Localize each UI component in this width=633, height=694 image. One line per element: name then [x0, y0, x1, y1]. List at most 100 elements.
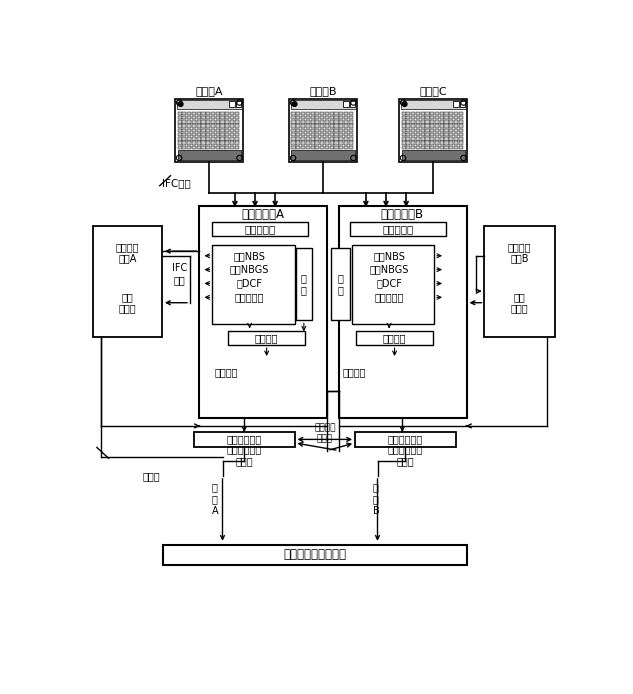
Bar — [220, 137, 225, 141]
Bar — [454, 120, 458, 124]
Text: 重合NBGS: 重合NBGS — [370, 264, 409, 275]
Bar — [315, 128, 320, 132]
Bar — [220, 146, 225, 149]
Bar — [325, 112, 329, 115]
Bar — [444, 120, 449, 124]
Bar — [420, 146, 425, 149]
Bar — [430, 116, 434, 119]
Bar — [197, 133, 201, 137]
Text: 冗余切换模块: 冗余切换模块 — [388, 434, 423, 444]
Bar — [291, 133, 296, 137]
Bar — [325, 133, 329, 137]
Bar — [311, 116, 315, 119]
Bar — [291, 112, 296, 115]
Bar — [216, 112, 220, 115]
Bar — [416, 146, 420, 149]
Text: 跳
闸: 跳 闸 — [337, 273, 343, 295]
Bar — [411, 142, 415, 145]
Bar — [182, 137, 187, 141]
Bar — [459, 133, 463, 137]
Bar — [406, 116, 410, 119]
Bar — [420, 142, 425, 145]
Bar — [220, 120, 225, 124]
Text: 锁定
断路器: 锁定 断路器 — [511, 292, 529, 314]
Bar — [420, 137, 425, 141]
Bar — [344, 116, 348, 119]
Text: 跳
闸
A: 跳 闸 A — [211, 482, 218, 516]
Bar — [213, 245, 294, 323]
Bar — [351, 101, 355, 107]
Text: 锁定
断路器: 锁定 断路器 — [119, 292, 136, 314]
Bar — [177, 133, 182, 137]
Bar — [201, 112, 206, 115]
Bar — [228, 331, 306, 345]
Bar — [291, 128, 296, 132]
Bar — [211, 133, 215, 137]
Bar — [401, 112, 406, 115]
Bar — [201, 124, 206, 128]
Bar — [291, 100, 356, 110]
Bar — [291, 120, 296, 124]
Bar — [454, 112, 458, 115]
Bar — [93, 226, 162, 337]
Bar — [177, 142, 182, 145]
Bar — [220, 133, 225, 137]
Bar — [311, 133, 315, 137]
Bar — [306, 112, 310, 115]
Bar — [449, 116, 453, 119]
Bar — [235, 112, 239, 115]
Bar — [444, 133, 449, 137]
Bar — [192, 116, 196, 119]
Bar — [459, 146, 463, 149]
Bar — [301, 128, 305, 132]
Bar — [411, 116, 415, 119]
Bar — [296, 248, 311, 321]
Bar — [344, 128, 348, 132]
Bar — [216, 120, 220, 124]
Bar — [182, 128, 187, 132]
Bar — [349, 112, 353, 115]
Bar — [444, 142, 449, 145]
Bar — [211, 120, 215, 124]
Bar — [435, 120, 439, 124]
Bar — [425, 120, 430, 124]
Bar — [401, 133, 406, 137]
Bar — [225, 112, 229, 115]
Bar — [325, 142, 329, 145]
Bar — [192, 112, 196, 115]
Bar — [330, 120, 334, 124]
Bar — [444, 124, 449, 128]
Bar — [444, 112, 449, 115]
Bar — [449, 137, 453, 141]
Bar — [339, 146, 343, 149]
Bar — [192, 128, 196, 132]
Bar — [187, 128, 191, 132]
Bar — [206, 133, 210, 137]
Bar — [229, 101, 235, 107]
Bar — [230, 133, 234, 137]
Text: 软件三取二: 软件三取二 — [382, 223, 413, 234]
Bar — [440, 124, 444, 128]
Bar — [459, 124, 463, 128]
Bar — [177, 116, 182, 119]
Bar — [416, 124, 420, 128]
Bar — [411, 146, 415, 149]
Bar — [315, 120, 320, 124]
Bar — [406, 112, 410, 115]
Bar — [344, 112, 348, 115]
Bar — [206, 146, 210, 149]
Bar — [435, 112, 439, 115]
Bar — [220, 124, 225, 128]
Bar — [454, 142, 458, 145]
Bar — [330, 133, 334, 137]
Bar — [339, 137, 343, 141]
Text: 重合NBS: 重合NBS — [234, 251, 266, 261]
Bar — [425, 116, 430, 119]
Bar — [192, 124, 196, 128]
Bar — [449, 133, 453, 137]
Bar — [315, 146, 320, 149]
Bar — [334, 137, 339, 141]
Bar — [349, 120, 353, 124]
Bar — [216, 124, 220, 128]
Bar — [235, 120, 239, 124]
